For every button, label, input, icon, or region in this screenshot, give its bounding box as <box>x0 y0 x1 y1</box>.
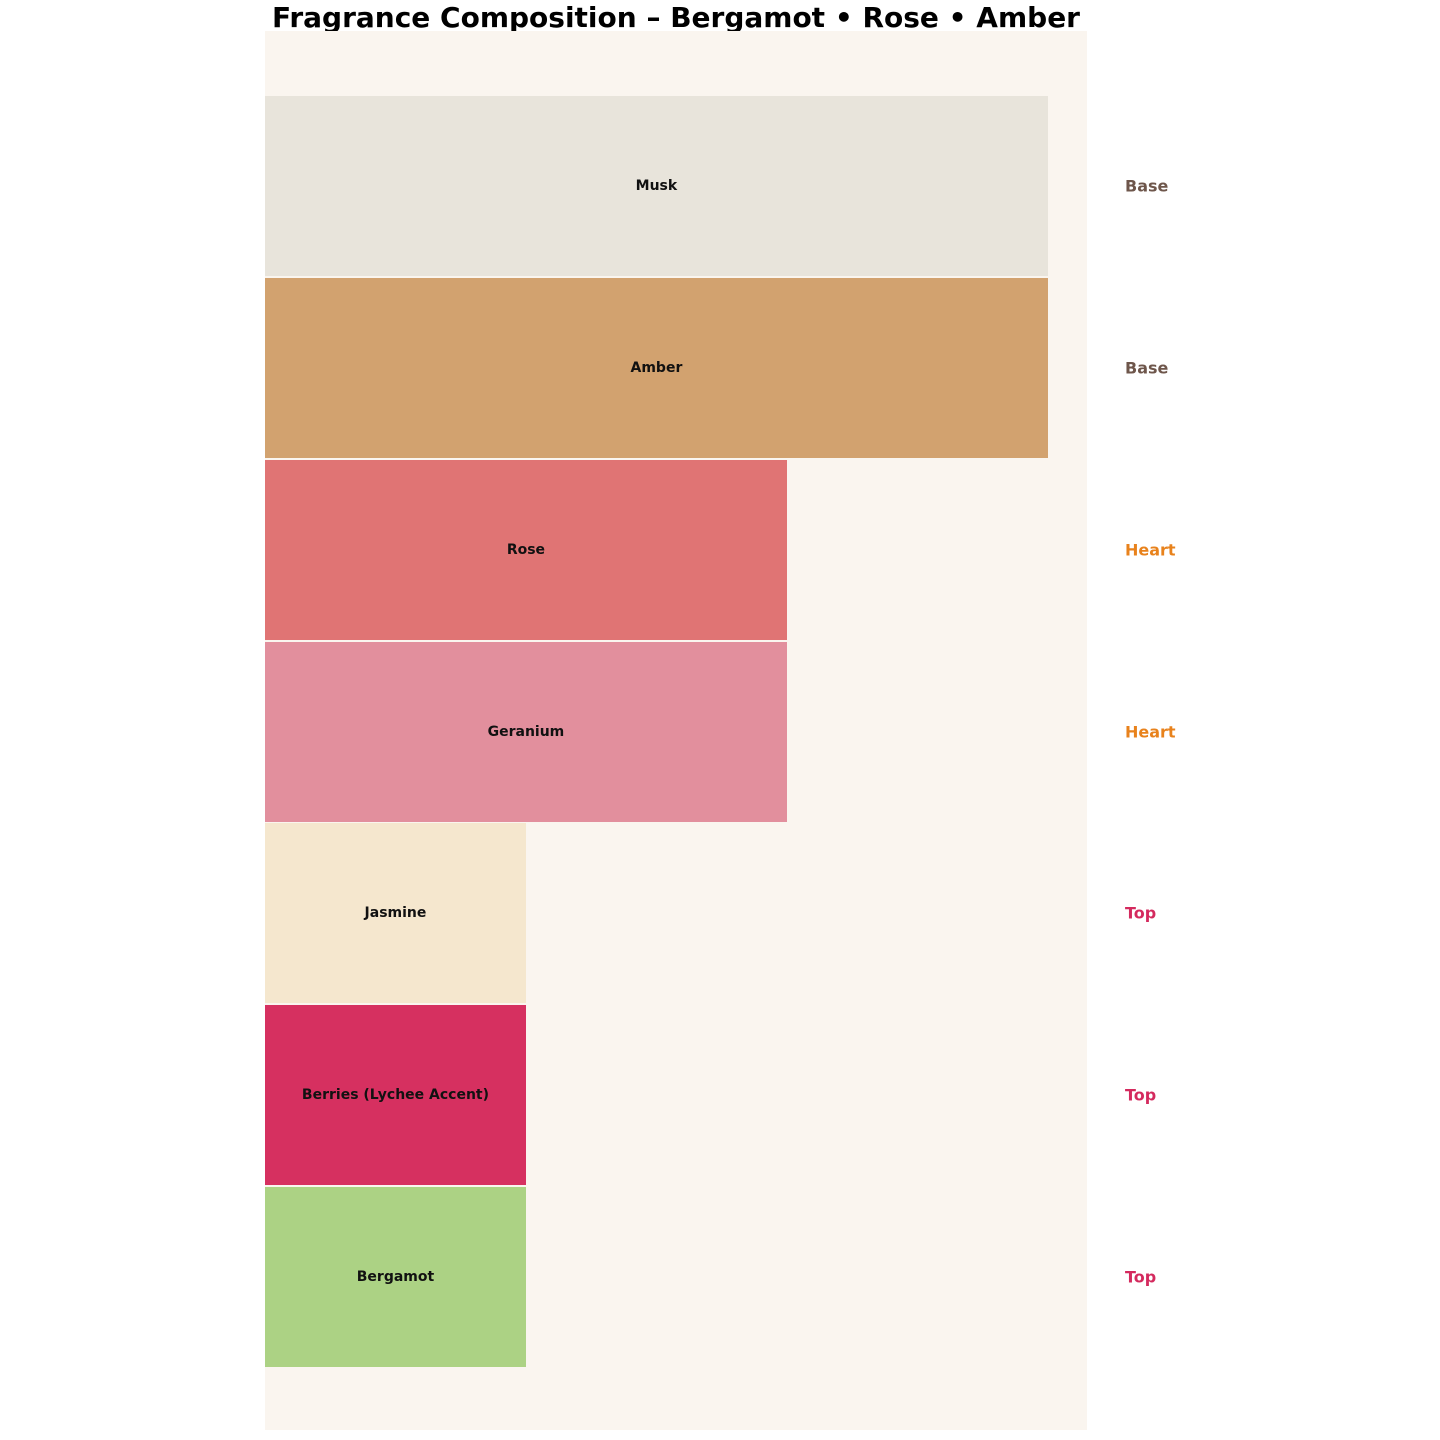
bar-label-musk: Musk <box>635 178 678 194</box>
bar-label-amber: Amber <box>630 359 683 376</box>
category-label-top-berries-lychee-accent: Top <box>1125 1085 1157 1105</box>
chart-title: Fragrance Composition – Bergamot • Rose … <box>271 1 1080 34</box>
bar-musk: Musk <box>265 96 1048 276</box>
bar-label-geranium: Geranium <box>487 723 565 740</box>
bar-label-jasmine: Jasmine <box>364 905 427 922</box>
plot-area: Musk Amber Rose Geranium Jasmine Berries (Lyc… <box>265 31 1087 1430</box>
category-label-heart-geranium: Heart <box>1125 722 1176 742</box>
bar-berries-lychee-accent: Berries (Lychee Accent) <box>265 1005 526 1186</box>
bar-label-rose: Rose <box>506 541 546 558</box>
bar-label-bergamot: Bergamot <box>356 1269 435 1286</box>
bar-bergamot: Bergamot <box>265 1187 526 1368</box>
category-label-top-bergamot: Top <box>1125 1267 1157 1287</box>
bar-jasmine: Jasmine <box>265 823 526 1004</box>
category-label-top-jasmine: Top <box>1125 903 1157 923</box>
bar-rose: Rose <box>265 459 787 640</box>
category-label-heart-rose: Heart <box>1125 540 1176 560</box>
bar-amber: Amber <box>265 277 1048 458</box>
bar-label-berries-lychee-accent: Berries (Lychee Accent) <box>301 1087 490 1104</box>
category-label-base-amber: Base <box>1125 358 1169 378</box>
category-label-base-musk: Base <box>1125 176 1169 196</box>
bar-geranium: Geranium <box>265 641 787 822</box>
